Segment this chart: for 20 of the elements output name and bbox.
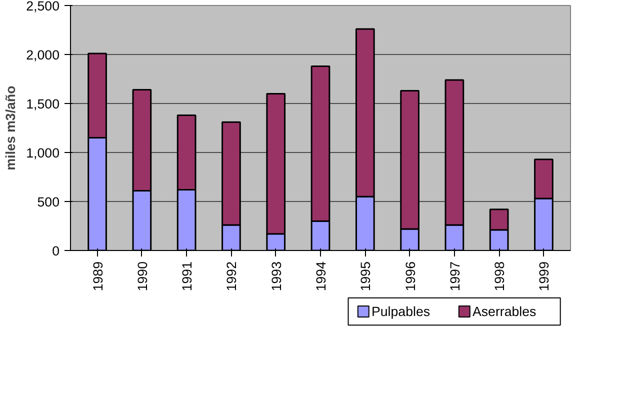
x-tick-label: 1996 xyxy=(402,261,418,292)
y-tick-label: 1,000 xyxy=(26,146,60,160)
x-tick-label: 1991 xyxy=(180,261,195,292)
y-axis-title: miles m3/año xyxy=(3,86,18,170)
legend-label: Pulpables xyxy=(371,304,430,319)
y-tick-label: 1,500 xyxy=(26,96,60,112)
x-tick-label: 1995 xyxy=(358,261,374,292)
x-tick-label: 1997 xyxy=(447,261,462,292)
y-tick-label: 500 xyxy=(37,194,60,210)
x-tick-label: 1989 xyxy=(90,261,106,292)
x-tick-label: 1993 xyxy=(268,261,284,292)
y-tick-label: 2,500 xyxy=(26,0,60,14)
x-tick-label: 1994 xyxy=(314,260,328,292)
x-tick-label: 1999 xyxy=(536,261,552,292)
x-tick-label: 1998 xyxy=(492,261,508,292)
y-tick-label: 2,000 xyxy=(26,48,60,62)
legend-label: Aserrables xyxy=(472,304,537,319)
y-tick-label: 0 xyxy=(52,244,60,258)
x-tick-label: 1990 xyxy=(134,261,150,292)
x-tick-label: 1992 xyxy=(224,261,240,292)
